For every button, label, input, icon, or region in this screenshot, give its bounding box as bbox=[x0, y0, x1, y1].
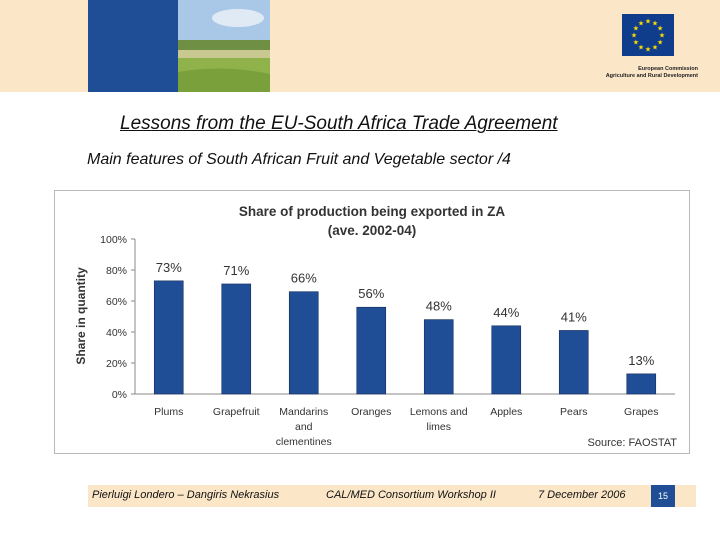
eu-star-icon: ★ bbox=[633, 39, 639, 47]
eu-star-icon: ★ bbox=[645, 46, 651, 54]
x-tick-label-line: Mandarins bbox=[279, 406, 328, 418]
data-label: 66% bbox=[291, 271, 317, 286]
eu-star-icon: ★ bbox=[657, 39, 663, 47]
x-tick-label-line: and bbox=[295, 421, 313, 433]
x-tick-label-line: Grapes bbox=[624, 406, 658, 418]
data-label: 41% bbox=[561, 309, 587, 324]
european-commission-logo: ★ ★ ★ ★ ★ ★ ★ ★ ★ ★ ★ ★ European Commission Agricul… bbox=[578, 12, 698, 84]
x-tick-label: Oranges bbox=[351, 406, 391, 418]
eu-star-icon: ★ bbox=[652, 44, 658, 52]
x-tick-label-line: Oranges bbox=[351, 406, 391, 418]
page-number: 15 bbox=[651, 485, 675, 507]
x-tick-label-line: Grapefruit bbox=[213, 406, 260, 418]
footer-band: Pierluigi Londero – Dangiris Nekrasius C… bbox=[88, 485, 696, 507]
eu-star-icon: ★ bbox=[631, 32, 637, 40]
logo-line-commission: European Commission bbox=[638, 66, 698, 72]
data-label: 73% bbox=[156, 260, 182, 275]
y-tick-label: 0% bbox=[112, 389, 127, 401]
footer-event: CAL/MED Consortium Workshop II bbox=[326, 489, 496, 501]
data-label: 13% bbox=[628, 353, 654, 368]
x-tick-label: Mandarins and clementines bbox=[276, 406, 332, 448]
x-tick-label-line: Plums bbox=[154, 406, 183, 418]
x-tick-label: Grapes bbox=[624, 406, 658, 418]
bar bbox=[491, 325, 522, 395]
x-tick-label: Lemons and limes bbox=[410, 406, 468, 433]
eu-star-icon: ★ bbox=[657, 25, 663, 33]
y-axis-label: Share in quantity bbox=[74, 267, 88, 365]
y-tick-label: 20% bbox=[106, 358, 127, 370]
chart-title: Share of production being exported in ZA… bbox=[239, 204, 506, 238]
footer-date: 7 December 2006 bbox=[538, 489, 626, 501]
logo-line-dg: Agriculture and Rural Development bbox=[605, 73, 698, 79]
bar bbox=[153, 280, 184, 395]
y-tick-label: 40% bbox=[106, 327, 127, 339]
footer-authors: Pierluigi Londero – Dangiris Nekrasius bbox=[92, 489, 280, 501]
slide-title: Lessons from the EU-South Africa Trade A… bbox=[120, 113, 558, 134]
eu-flag-icon: ★ ★ ★ ★ ★ ★ ★ ★ ★ ★ ★ ★ bbox=[622, 14, 674, 56]
y-tick-label: 80% bbox=[106, 265, 127, 277]
header-blue-panel bbox=[88, 0, 178, 92]
chart-frame: Share of production being exported in ZA… bbox=[54, 190, 690, 454]
data-label: 56% bbox=[358, 286, 384, 301]
y-tick-label: 100% bbox=[100, 234, 127, 246]
data-label: 48% bbox=[426, 299, 452, 314]
bar bbox=[288, 291, 319, 395]
bar bbox=[356, 306, 387, 395]
landscape-photo bbox=[178, 0, 270, 92]
y-tick-label: 60% bbox=[106, 296, 127, 308]
x-tick-label-line: Pears bbox=[560, 406, 587, 418]
bar bbox=[558, 330, 589, 395]
data-label: 44% bbox=[493, 305, 519, 320]
x-tick-label-line: Lemons and bbox=[410, 406, 468, 418]
x-tick-label-line: Apples bbox=[490, 406, 522, 418]
x-tick-label: Apples bbox=[490, 406, 522, 418]
eu-star-icon: ★ bbox=[645, 18, 651, 26]
slide-subtitle: Main features of South African Fruit and… bbox=[87, 151, 511, 168]
eu-star-icon: ★ bbox=[659, 32, 665, 40]
chart-title-line: (ave. 2002-04) bbox=[328, 223, 417, 238]
x-tick-label: Grapefruit bbox=[213, 406, 260, 418]
eu-star-icon: ★ bbox=[638, 44, 644, 52]
eu-star-icon: ★ bbox=[652, 19, 658, 27]
x-tick-label: Plums bbox=[154, 406, 183, 418]
bar bbox=[626, 373, 657, 395]
chart-source: Source: FAOSTAT bbox=[588, 437, 678, 449]
x-tick-label: Pears bbox=[560, 406, 587, 418]
eu-star-icon: ★ bbox=[638, 19, 644, 27]
bar bbox=[423, 319, 454, 395]
x-tick-label-line: clementines bbox=[276, 436, 332, 448]
export-share-bar-chart: Share of production being exported in ZA… bbox=[74, 204, 678, 449]
x-tick-label-line: limes bbox=[426, 421, 451, 433]
chart-title-line: Share of production being exported in ZA bbox=[239, 204, 506, 219]
eu-star-icon: ★ bbox=[633, 25, 639, 33]
bar bbox=[221, 283, 252, 395]
data-label: 71% bbox=[223, 263, 249, 278]
